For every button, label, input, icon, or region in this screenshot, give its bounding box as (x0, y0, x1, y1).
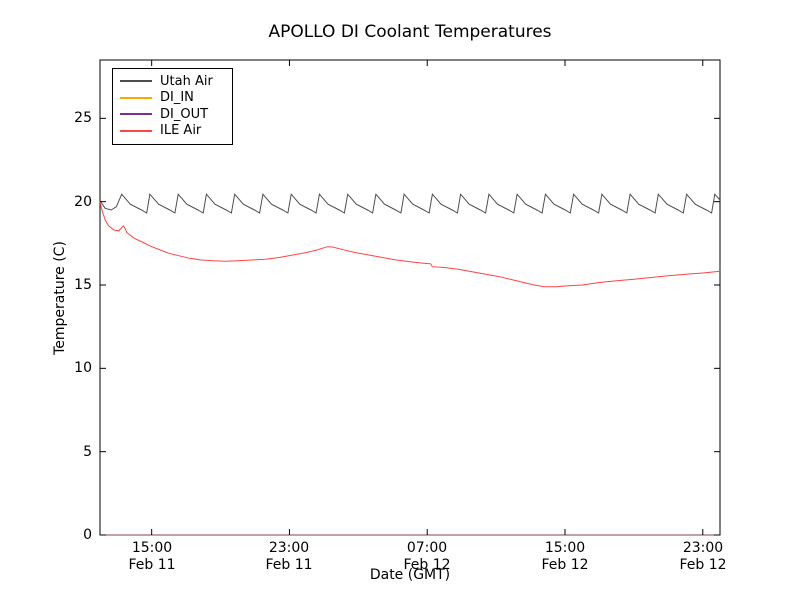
legend-entry-di-in: DI_IN (113, 90, 232, 107)
legend-label-di-out: DI_OUT (160, 106, 209, 122)
series-line-utah-air (99, 193, 721, 214)
x-tick-time: 15:00 (544, 540, 586, 556)
x-tick-date: Feb 12 (541, 557, 589, 573)
y-tick-label: 25 (74, 110, 92, 126)
series-line-ile-air (99, 201, 721, 288)
x-tick-time: 15:00 (131, 540, 173, 556)
y-axis-label: Temperature (C) (52, 241, 68, 355)
legend-line-ile-air (120, 129, 152, 132)
y-tick-label: 15 (74, 277, 92, 293)
x-tick-label: 07:00 Feb 12 (382, 540, 472, 574)
x-tick-time: 07:00 (406, 540, 448, 556)
x-tick-date: Feb 11 (128, 557, 176, 573)
legend-entry-di-out: DI_OUT (113, 106, 232, 123)
legend-entry-utah-air: Utah Air (113, 73, 232, 90)
x-tick-time: 23:00 (268, 540, 310, 556)
legend-label-utah-air: Utah Air (160, 73, 213, 89)
x-tick-date: Feb 11 (265, 557, 313, 573)
x-axis-label: Date (GMT) (369, 567, 451, 583)
y-tick-label: 5 (83, 444, 92, 460)
chart-title: APOLLO DI Coolant Temperatures (268, 22, 552, 42)
x-tick-label: 15:00 Feb 12 (520, 540, 610, 574)
x-tick-date: Feb 12 (403, 557, 451, 573)
series-group (99, 193, 721, 536)
legend-entry-ile-air: ILE Air (113, 123, 232, 140)
legend: Utah Air DI_IN DI_OUT ILE Air (112, 68, 233, 145)
legend-line-di-out (120, 113, 152, 116)
tick-marks (100, 60, 720, 536)
legend-label-ile-air: ILE Air (160, 123, 202, 139)
y-tick-label: 0 (83, 527, 92, 543)
legend-line-utah-air (120, 80, 152, 83)
x-tick-label: 23:00 Feb 12 (658, 540, 748, 574)
y-tick-label: 20 (74, 194, 92, 210)
y-tick-label: 10 (74, 360, 92, 376)
x-tick-date: Feb 12 (679, 557, 727, 573)
legend-line-di-in (120, 96, 152, 99)
x-tick-label: 23:00 Feb 11 (244, 540, 334, 574)
legend-label-di-in: DI_IN (160, 90, 194, 106)
x-tick-label: 15:00 Feb 11 (107, 540, 197, 574)
x-tick-time: 23:00 (682, 540, 724, 556)
